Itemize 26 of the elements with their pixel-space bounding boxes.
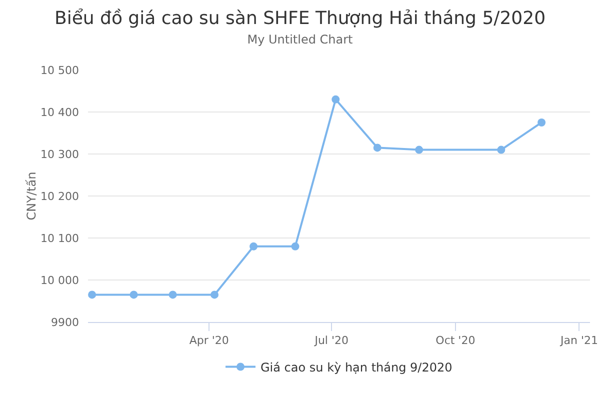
legend-label: Giá cao su kỳ hạn tháng 9/2020 xyxy=(260,360,452,374)
chart-subtitle: My Untitled Chart xyxy=(247,32,354,46)
y-tick-label: 10 000 xyxy=(40,274,79,287)
y-tick-label: 10 100 xyxy=(40,232,79,245)
point xyxy=(88,290,96,299)
point xyxy=(497,146,506,154)
y-tick-label: 10 300 xyxy=(40,148,79,161)
y-tick-label: 10 400 xyxy=(40,106,79,119)
point xyxy=(291,242,300,250)
point xyxy=(373,144,382,152)
y-tick-label: 10 200 xyxy=(40,190,79,203)
chart-title: Biểu đồ giá cao su sàn SHFE Thượng Hải tháng 5/2020 xyxy=(54,8,546,29)
y-axis-title: CNY/tấn xyxy=(24,172,38,220)
x-tick-label: Oct '20 xyxy=(436,334,476,348)
x-tick-label: Jul '20 xyxy=(314,334,348,348)
point xyxy=(130,290,138,299)
point xyxy=(332,95,340,104)
point xyxy=(415,146,424,154)
point xyxy=(168,290,177,299)
point xyxy=(210,290,219,299)
y-tick-label: 10 500 xyxy=(40,64,79,77)
x-tick-label: Apr '20 xyxy=(189,334,229,348)
point xyxy=(250,242,258,250)
x-tick-label: Jan '21 xyxy=(559,334,598,348)
point xyxy=(538,118,546,126)
y-tick-label: 9900 xyxy=(51,316,79,329)
